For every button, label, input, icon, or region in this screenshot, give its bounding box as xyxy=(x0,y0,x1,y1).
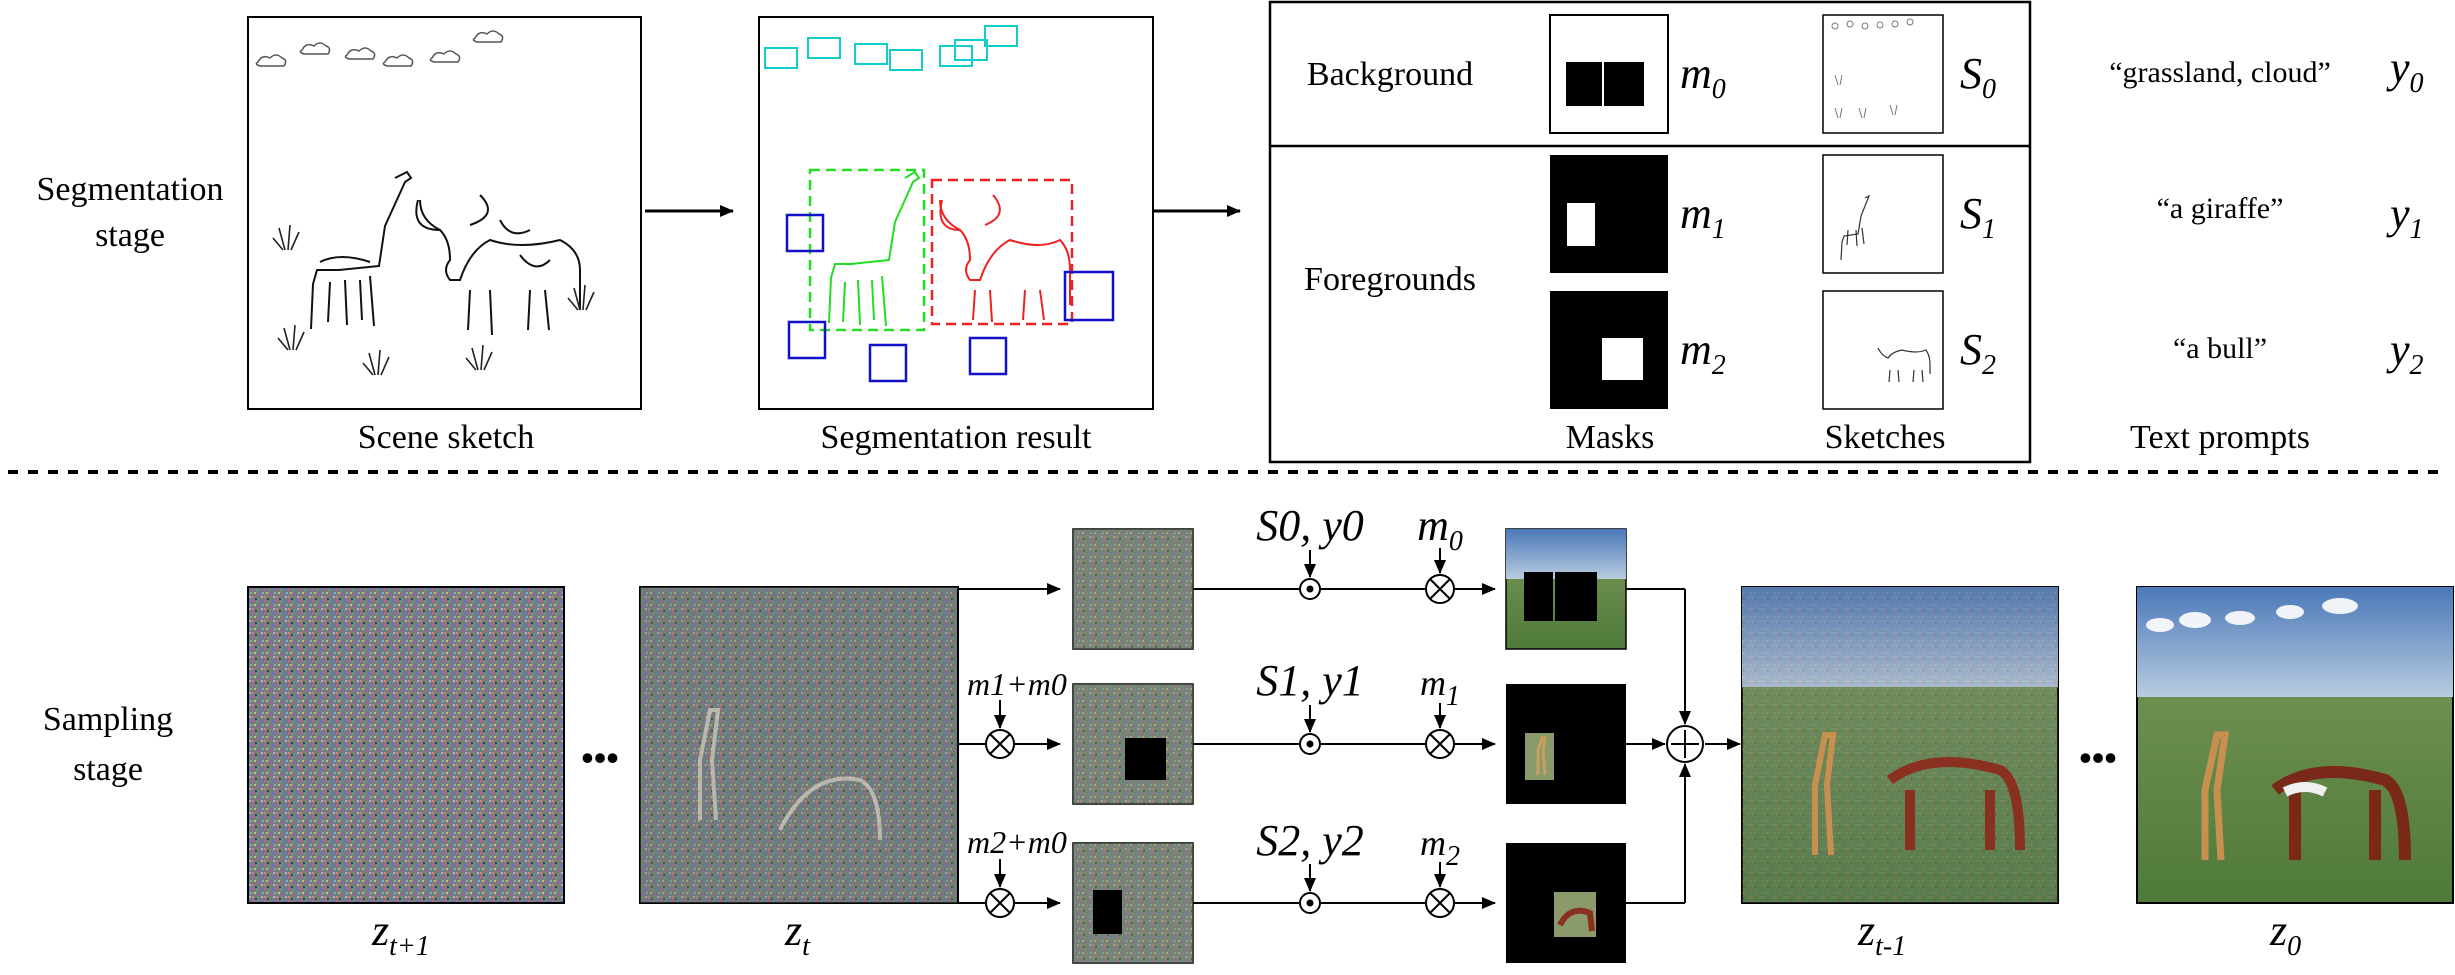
ellipsis-left: ••• xyxy=(581,738,619,778)
sum-connectors xyxy=(1626,588,1741,904)
grass-sketches xyxy=(272,224,595,376)
condition-op-1 xyxy=(1299,705,1321,755)
background-row-label: Background xyxy=(1307,56,1473,93)
thumb-output-fg2 xyxy=(1506,843,1626,963)
segmentation-stage-label: Segmentation stage xyxy=(37,171,224,254)
branch-connectors xyxy=(957,583,1061,909)
symbol-y1: y1 xyxy=(2386,189,2424,245)
svg-text:Sampling: Sampling xyxy=(43,701,173,738)
svg-text:Segmentation: Segmentation xyxy=(37,171,224,208)
grass-boxes xyxy=(785,213,1115,383)
condition-lines xyxy=(1193,583,1496,909)
sum-op xyxy=(1666,725,1704,763)
label-zt1: zt+1 xyxy=(371,906,430,962)
masks-caption: Masks xyxy=(1566,419,1655,456)
label-z0: z0 xyxy=(2269,906,2301,962)
label-op-m2: m2 xyxy=(1420,823,1460,872)
symbol-m2: m2 xyxy=(1680,325,1726,381)
multiply-op-m2m0 xyxy=(985,859,1015,918)
symbol-y2: y2 xyxy=(2386,325,2424,381)
segmentation-result-panel xyxy=(758,16,1154,410)
symbol-S0: S0 xyxy=(1960,49,1996,105)
mask-op-0 xyxy=(1425,548,1455,604)
svg-text:stage: stage xyxy=(73,751,143,788)
sketch-S2 xyxy=(1822,290,1944,410)
cloud-boxes xyxy=(764,25,1018,71)
bull-bounding-box xyxy=(930,178,1074,326)
segmentation-result-caption: Segmentation result xyxy=(820,419,1092,456)
prompt-bull: “a bull” xyxy=(2173,332,2267,365)
symbol-S1: S1 xyxy=(1960,189,1996,245)
condition-op-0 xyxy=(1299,550,1321,600)
giraffe-segment xyxy=(828,170,921,327)
thumb-input-fg1 xyxy=(1072,683,1194,805)
thumb-output-bg xyxy=(1505,528,1627,650)
label-S0y0: S0, y0 xyxy=(1256,501,1364,550)
sketches-caption: Sketches xyxy=(1825,419,1946,456)
label-m1m0: m1+m0 xyxy=(967,666,1067,702)
bull-segment xyxy=(939,194,1071,323)
scene-sketch-panel xyxy=(247,16,642,410)
condition-op-2 xyxy=(1299,864,1321,914)
label-zt: zt xyxy=(784,906,811,962)
thumb-output-fg1 xyxy=(1506,684,1626,804)
text-prompts-caption: Text prompts xyxy=(2130,419,2310,456)
bull-sketch xyxy=(415,194,581,336)
thumb-input-bg xyxy=(1072,528,1194,650)
prompt-background: “grassland, cloud” xyxy=(2109,56,2331,89)
scene-sketch-caption: Scene sketch xyxy=(358,419,535,456)
label-S1y1: S1, y1 xyxy=(1256,656,1364,705)
ellipsis-right: ••• xyxy=(2079,738,2117,778)
multiply-op-m1m0 xyxy=(985,700,1015,759)
mask-m2 xyxy=(1550,291,1668,409)
svg-text:stage: stage xyxy=(95,217,165,254)
sampling-stage-label: Sampling stage xyxy=(43,701,173,788)
symbol-y0: y0 xyxy=(2386,43,2424,99)
prompt-giraffe: “a giraffe” xyxy=(2157,192,2284,225)
sketch-S0 xyxy=(1822,14,1944,134)
image-z0 xyxy=(2136,586,2454,904)
symbol-m0: m0 xyxy=(1680,49,1726,105)
mask-op-2 xyxy=(1425,862,1455,918)
symbol-S2: S2 xyxy=(1960,325,1996,381)
cloud-sketches xyxy=(255,30,504,67)
noise-image-zt1 xyxy=(247,586,565,904)
label-S2y2: S2, y2 xyxy=(1256,816,1364,865)
label-zt-minus-1: zt-1 xyxy=(1857,906,1906,962)
mask-op-1 xyxy=(1425,703,1455,759)
label-op-m0: m0 xyxy=(1417,501,1463,557)
thumb-input-fg2 xyxy=(1072,842,1194,964)
image-zt-minus-1 xyxy=(1741,586,2059,904)
label-op-m1: m1 xyxy=(1420,663,1460,712)
mask-m1 xyxy=(1550,155,1668,273)
mask-m0 xyxy=(1549,14,1669,134)
label-m2m0: m2+m0 xyxy=(967,824,1067,860)
sketch-S1 xyxy=(1822,154,1944,274)
foregrounds-row-label: Foregrounds xyxy=(1304,261,1476,298)
noisy-image-zt xyxy=(639,586,959,904)
symbol-m1: m1 xyxy=(1680,189,1726,245)
giraffe-sketch xyxy=(310,170,413,330)
